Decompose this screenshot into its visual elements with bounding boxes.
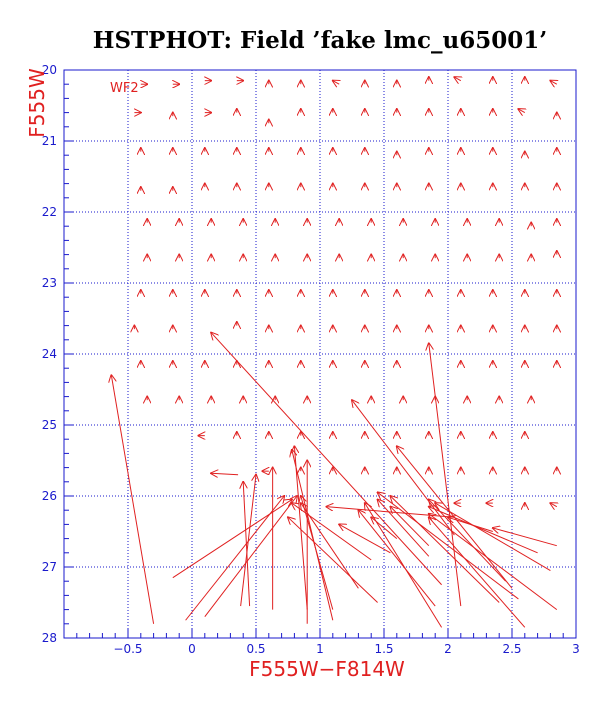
offset-vector: [454, 77, 460, 81]
y-axis-label: F555W: [25, 68, 49, 138]
offset-vector: [339, 524, 391, 554]
offset-vector: [301, 503, 359, 589]
y-tick-label: 25: [42, 418, 57, 432]
x-tick-label: 0.5: [246, 642, 265, 656]
offset-vector: [211, 473, 239, 474]
offset-vector: [390, 496, 500, 603]
offset-vector: [292, 503, 372, 561]
offset-vector: [378, 500, 430, 557]
offset-vector: [326, 507, 455, 518]
offset-vector: [211, 333, 442, 586]
y-tick-label: 22: [42, 205, 57, 219]
offset-vector: [429, 343, 462, 607]
offset-vector: [333, 81, 339, 85]
offset-vector: [493, 528, 557, 547]
y-tick-label: 27: [42, 560, 57, 574]
y-tick-label: 24: [42, 347, 57, 361]
y-tick-label: 20: [42, 63, 57, 77]
offset-vector: [240, 475, 256, 607]
vector-layer: [111, 77, 557, 628]
y-tick-label: 23: [42, 276, 57, 290]
offset-vector: [352, 400, 455, 536]
ticks-layer: −0.5 0 0.5 1 1.5 2 2.5 3 20 21 22 23 24 25 26 27 28: [42, 63, 580, 656]
offset-vector: [390, 507, 430, 547]
offset-vector: [172, 500, 292, 579]
offset-vector: [292, 450, 334, 621]
offset-vector: [204, 496, 297, 618]
x-axis-label: F555W−F814W: [249, 657, 405, 681]
offset-vector: [435, 503, 551, 571]
offset-vector: [429, 500, 506, 582]
offset-vector: [301, 496, 334, 610]
y-tick-label: 28: [42, 631, 57, 645]
offset-vector: [294, 446, 308, 610]
offset-vector: [378, 492, 519, 600]
x-tick-label: 1: [316, 642, 324, 656]
panel-label: WF2: [110, 81, 139, 96]
offset-vector: [185, 496, 285, 621]
offset-vector: [518, 109, 524, 113]
offset-vector: [358, 510, 436, 607]
x-tick-label: 3: [572, 642, 580, 656]
x-tick-label: 0: [188, 642, 196, 656]
y-tick-label: 26: [42, 489, 57, 503]
x-tick-label: 2.5: [502, 642, 521, 656]
y-tick-label: 21: [42, 134, 57, 148]
offset-vector: [550, 503, 556, 507]
offset-vector: [550, 81, 556, 85]
x-tick-label: 1.5: [374, 642, 393, 656]
offset-vector: [288, 517, 378, 603]
x-tick-label: −0.5: [113, 642, 142, 656]
chart-title: HSTPHOT: Field ’fake lmc_u65001’: [93, 27, 548, 54]
offset-vector: [429, 507, 538, 554]
offset-vector: [429, 517, 526, 628]
offset-vector: [448, 517, 493, 532]
offset-vector: [111, 375, 155, 624]
x-tick-label: 2: [444, 642, 452, 656]
grid-layer: [64, 70, 576, 638]
offset-vector: [365, 503, 443, 628]
